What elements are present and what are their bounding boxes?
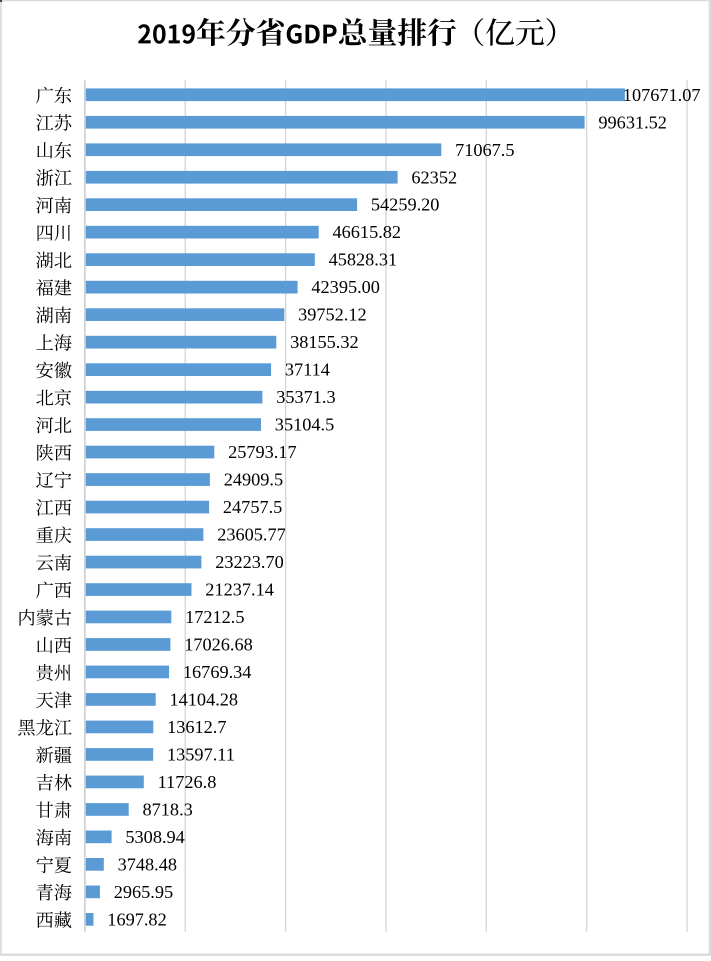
svg-text:35104.5: 35104.5 [275,415,334,435]
svg-text:17212.5: 17212.5 [185,607,244,627]
svg-text:39752.12: 39752.12 [298,305,367,325]
svg-text:23605.77: 23605.77 [217,525,286,545]
svg-text:14104.28: 14104.28 [170,690,239,710]
svg-text:16769.34: 16769.34 [183,662,252,682]
svg-text:45828.31: 45828.31 [329,250,398,270]
svg-text:35371.3: 35371.3 [276,387,335,407]
svg-text:21237.14: 21237.14 [205,580,274,600]
svg-text:25793.17: 25793.17 [228,442,297,462]
svg-text:38155.32: 38155.32 [290,332,359,352]
svg-text:37114: 37114 [285,360,330,380]
svg-text:71067.5: 71067.5 [455,140,514,160]
svg-text:13612.7: 13612.7 [167,717,226,737]
svg-text:2965.95: 2965.95 [114,882,173,902]
svg-text:46615.82: 46615.82 [333,222,402,242]
svg-text:1697.82: 1697.82 [107,909,166,929]
svg-text:8718.3: 8718.3 [143,800,193,820]
svg-text:99631.52: 99631.52 [598,112,667,132]
svg-text:3748.48: 3748.48 [118,854,177,874]
svg-text:17026.68: 17026.68 [184,635,253,655]
svg-text:62352: 62352 [411,167,457,187]
svg-text:5308.94: 5308.94 [125,827,184,847]
svg-text:42395.00: 42395.00 [311,277,380,297]
svg-text:24757.5: 24757.5 [223,497,282,517]
svg-text:24909.5: 24909.5 [224,470,283,490]
svg-text:54259.20: 54259.20 [371,195,440,215]
svg-text:13597.11: 13597.11 [167,745,235,765]
svg-text:23223.70: 23223.70 [215,552,284,572]
svg-text:11726.8: 11726.8 [158,772,217,792]
svg-text:107671.07: 107671.07 [623,85,701,105]
